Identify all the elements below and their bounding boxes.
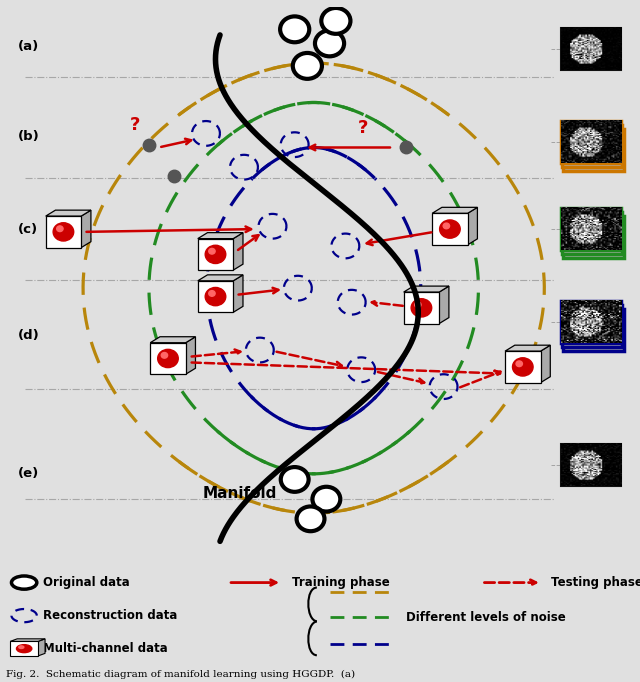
Circle shape bbox=[443, 223, 449, 228]
Text: (a): (a) bbox=[18, 40, 39, 53]
Circle shape bbox=[157, 349, 179, 368]
Circle shape bbox=[280, 16, 309, 42]
Polygon shape bbox=[198, 233, 243, 239]
Text: (d): (d) bbox=[18, 329, 40, 342]
Polygon shape bbox=[45, 210, 91, 216]
Polygon shape bbox=[198, 239, 233, 270]
Circle shape bbox=[209, 248, 215, 254]
Polygon shape bbox=[233, 275, 243, 312]
Bar bbox=[561, 28, 621, 70]
Circle shape bbox=[205, 246, 226, 263]
Circle shape bbox=[19, 646, 24, 649]
Polygon shape bbox=[45, 216, 81, 248]
Circle shape bbox=[415, 302, 421, 308]
Circle shape bbox=[513, 358, 533, 376]
Text: (e): (e) bbox=[18, 467, 39, 480]
Polygon shape bbox=[404, 286, 449, 292]
Bar bbox=[561, 121, 621, 163]
Bar bbox=[561, 444, 621, 486]
Text: Manifold: Manifold bbox=[203, 486, 277, 501]
Text: Training phase: Training phase bbox=[292, 576, 389, 589]
Polygon shape bbox=[432, 213, 468, 245]
Bar bbox=[562, 212, 622, 254]
Bar bbox=[562, 125, 622, 167]
Circle shape bbox=[440, 220, 460, 238]
Polygon shape bbox=[10, 641, 38, 656]
Polygon shape bbox=[432, 207, 477, 213]
Polygon shape bbox=[38, 639, 45, 656]
Polygon shape bbox=[233, 233, 243, 270]
Polygon shape bbox=[439, 286, 449, 323]
Polygon shape bbox=[541, 345, 550, 383]
Circle shape bbox=[205, 287, 226, 306]
Polygon shape bbox=[505, 345, 550, 351]
Text: Different levels of noise: Different levels of noise bbox=[406, 611, 565, 624]
Text: Original data: Original data bbox=[43, 576, 130, 589]
Polygon shape bbox=[150, 337, 195, 343]
Polygon shape bbox=[198, 275, 243, 281]
Text: (c): (c) bbox=[18, 222, 38, 235]
Circle shape bbox=[12, 576, 37, 589]
Polygon shape bbox=[150, 343, 186, 374]
Circle shape bbox=[321, 8, 351, 34]
Text: Multi-channel data: Multi-channel data bbox=[43, 642, 168, 655]
Circle shape bbox=[53, 223, 74, 241]
Bar bbox=[562, 305, 622, 347]
Bar bbox=[563, 216, 623, 258]
Circle shape bbox=[57, 226, 63, 232]
Bar bbox=[563, 129, 623, 170]
Polygon shape bbox=[198, 281, 233, 312]
Circle shape bbox=[17, 644, 32, 653]
Circle shape bbox=[315, 31, 344, 57]
Text: Reconstruction data: Reconstruction data bbox=[43, 609, 177, 622]
Text: Testing phase: Testing phase bbox=[551, 576, 640, 589]
Polygon shape bbox=[81, 210, 91, 248]
Circle shape bbox=[312, 487, 340, 512]
Bar bbox=[561, 301, 621, 343]
Circle shape bbox=[281, 467, 308, 492]
Text: ?: ? bbox=[130, 116, 140, 134]
Text: Fig. 2.  Schematic diagram of manifold learning using HGGDP.  (a): Fig. 2. Schematic diagram of manifold le… bbox=[6, 670, 356, 679]
Polygon shape bbox=[10, 639, 45, 641]
Circle shape bbox=[296, 507, 324, 531]
Text: (b): (b) bbox=[18, 130, 40, 143]
Text: ?: ? bbox=[358, 119, 369, 137]
Circle shape bbox=[411, 299, 432, 317]
Circle shape bbox=[292, 53, 322, 79]
Polygon shape bbox=[505, 351, 541, 383]
Circle shape bbox=[161, 353, 168, 358]
Circle shape bbox=[209, 291, 215, 296]
Bar bbox=[563, 309, 623, 351]
Polygon shape bbox=[468, 207, 477, 245]
Bar bbox=[561, 208, 621, 250]
Circle shape bbox=[516, 361, 522, 367]
Polygon shape bbox=[186, 337, 195, 374]
Polygon shape bbox=[404, 292, 439, 323]
